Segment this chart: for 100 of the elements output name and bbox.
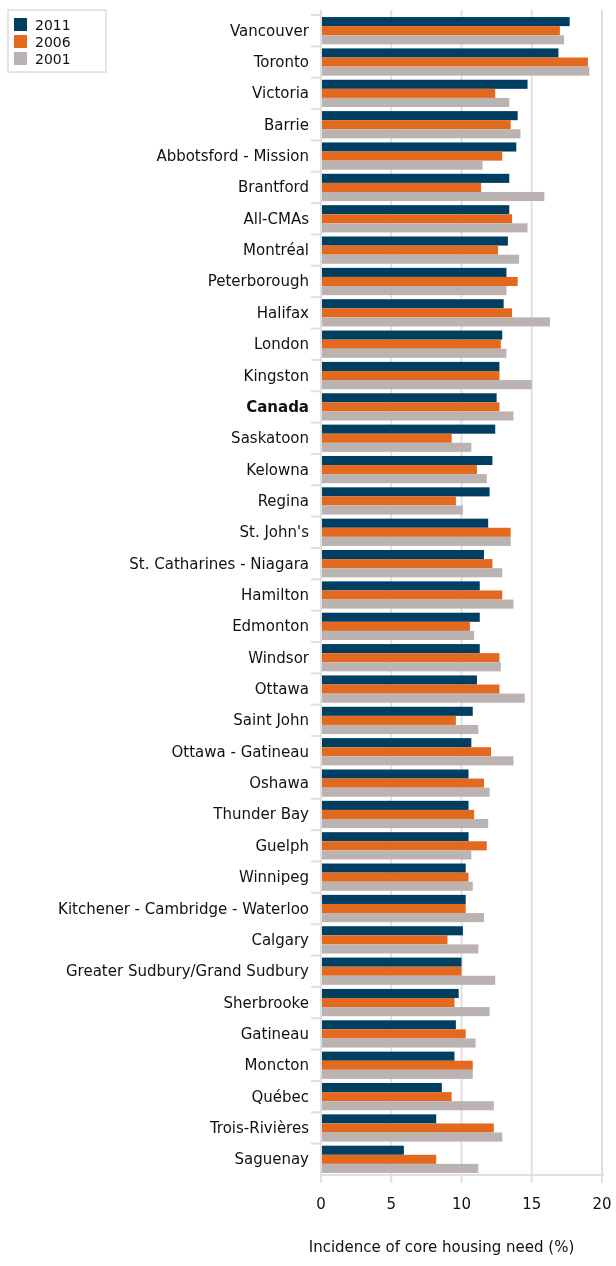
bar <box>321 903 466 914</box>
bar <box>321 48 559 58</box>
y-tick-label: Windsor <box>248 648 310 667</box>
y-tick-label: Halifax <box>256 303 310 322</box>
bar <box>321 832 469 842</box>
bar <box>321 787 490 797</box>
bar <box>321 684 500 694</box>
bar <box>321 662 501 672</box>
y-tick-label: Ottawa <box>254 680 309 699</box>
bar <box>321 706 473 716</box>
bar <box>321 205 510 215</box>
bar <box>321 214 513 224</box>
bar <box>321 809 475 819</box>
bar <box>321 581 480 591</box>
bar <box>321 568 503 578</box>
y-tick-label: Abbotsford - Mission <box>156 147 309 166</box>
x-tick-label: 0 <box>316 1195 326 1213</box>
x-tick-label: 15 <box>522 1195 542 1213</box>
bar <box>321 191 545 202</box>
bar <box>321 442 472 452</box>
y-tick-label: Edmonton <box>232 617 309 636</box>
bar <box>321 173 510 183</box>
bar <box>321 1060 473 1070</box>
bar <box>321 424 496 434</box>
bar <box>321 621 470 631</box>
bar <box>321 1154 437 1164</box>
x-axis-title: Incidence of core housing need (%) <box>308 1238 575 1256</box>
bar <box>321 747 492 757</box>
bar <box>321 348 507 358</box>
x-tick-label: 10 <box>451 1195 472 1213</box>
bar <box>321 182 482 192</box>
bar <box>321 1101 494 1111</box>
bar <box>321 411 514 421</box>
bar <box>321 913 484 923</box>
bar <box>321 1114 437 1124</box>
bar <box>321 111 518 121</box>
bar <box>321 276 518 287</box>
bar <box>321 935 448 945</box>
bar <box>321 944 479 954</box>
y-tick-label: Calgary <box>251 930 310 949</box>
bar <box>321 496 456 506</box>
x-tick-label: 5 <box>386 1195 397 1213</box>
y-tick-label: Guelph <box>255 836 309 855</box>
bar <box>321 863 466 873</box>
bar <box>321 1163 479 1173</box>
y-tick-label: Vancouver <box>230 21 310 40</box>
bar <box>321 142 517 152</box>
bar <box>321 1132 503 1142</box>
bar <box>321 393 497 403</box>
bar <box>321 518 489 528</box>
bar <box>321 380 532 390</box>
bar <box>321 236 508 246</box>
bar <box>321 223 528 233</box>
y-tick-label: Peterborough <box>207 272 309 291</box>
bar <box>321 975 496 985</box>
bar <box>321 872 469 882</box>
bar <box>321 527 511 537</box>
y-tick-label: Montréal <box>243 241 309 260</box>
bar <box>321 738 472 748</box>
bar <box>321 550 484 560</box>
y-tick-label: Saguenay <box>234 1150 310 1169</box>
bar <box>321 1038 476 1048</box>
y-tick-label: Thunder Bay <box>212 805 310 824</box>
bar <box>321 1069 473 1079</box>
bar <box>321 474 487 484</box>
bar <box>321 317 551 327</box>
bar <box>321 1029 466 1039</box>
x-tick-label: 20 <box>592 1195 612 1213</box>
bar <box>321 1082 442 1093</box>
y-tick-label: Kelowna <box>246 460 309 479</box>
bar <box>321 267 507 277</box>
bar <box>321 299 504 309</box>
y-tick-label: Gatineau <box>240 1024 309 1043</box>
bar <box>321 151 503 161</box>
bar <box>321 455 493 466</box>
bar <box>321 361 500 371</box>
bar <box>321 35 565 45</box>
bar <box>321 1123 494 1133</box>
bar <box>321 756 514 766</box>
bar <box>321 800 469 810</box>
bar <box>321 559 493 569</box>
legend-label: 2006 <box>35 34 71 50</box>
y-tick-label: Ottawa - Gatineau <box>171 742 309 761</box>
bar <box>321 653 500 663</box>
bar <box>321 245 499 255</box>
bar <box>321 129 521 139</box>
bar <box>321 675 477 685</box>
bar <box>321 286 507 296</box>
y-tick-label: London <box>254 335 309 354</box>
bar <box>321 339 501 349</box>
bar <box>321 988 459 999</box>
y-tick-label: Moncton <box>244 1056 309 1075</box>
bar <box>321 160 483 170</box>
bar <box>321 644 480 654</box>
bar <box>321 17 570 27</box>
bar <box>321 308 513 318</box>
bar <box>321 97 510 108</box>
y-tick-label: Barrie <box>264 115 309 134</box>
bar <box>321 57 588 67</box>
y-tick-label: St. Catharines - Niagara <box>129 554 309 573</box>
